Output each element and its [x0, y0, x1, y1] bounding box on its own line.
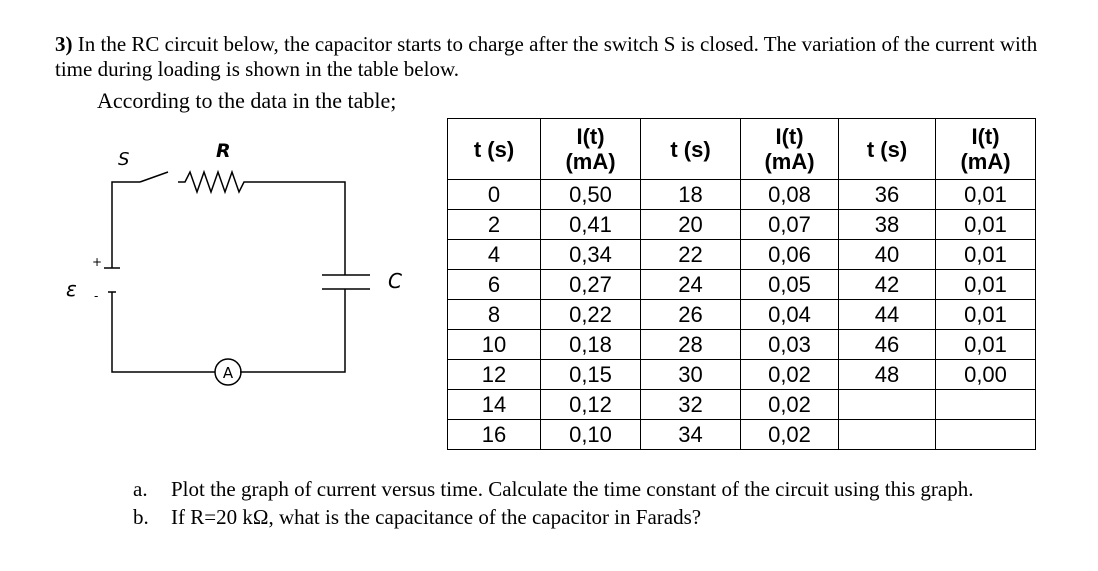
header-line: (mA): [764, 149, 815, 174]
table-cell: 0,02: [740, 419, 839, 450]
ammeter-label: A: [223, 364, 234, 382]
table-cell: 0,05: [740, 269, 839, 300]
task-text: If R=20 kΩ, what is the capacitance of t…: [171, 505, 702, 529]
empty-cell: [838, 419, 936, 450]
minus-label: -: [94, 289, 98, 303]
question-number: 3): [55, 32, 73, 56]
table-cell: 30: [640, 359, 741, 390]
header-line: I(t): [775, 124, 804, 149]
table-cell: 48: [838, 359, 936, 390]
table-cell: 12: [447, 359, 541, 390]
table-row: 0 0,50 18 0,08 36 0,01: [447, 179, 1036, 210]
table-cell: 0,41: [540, 209, 641, 240]
table-cell: 28: [640, 329, 741, 360]
table-cell: 20: [640, 209, 741, 240]
table-cell: 2: [447, 209, 541, 240]
empty-cell: [935, 419, 1036, 450]
table-cell: 8: [447, 299, 541, 330]
circuit: S R C ε + - A: [66, 140, 402, 386]
table-row: 8 0,22 26 0,04 44 0,01: [447, 299, 1036, 330]
table-cell: 0,06: [740, 239, 839, 270]
header-line: I(t): [576, 124, 605, 149]
header-line: (mA): [960, 149, 1011, 174]
header-cell: t (s): [640, 118, 741, 180]
table-row: 12 0,15 30 0,02 48 0,00: [447, 359, 1036, 390]
header-cell: I(t) (mA): [740, 118, 839, 180]
table-cell: 32: [640, 389, 741, 420]
capacitor-label: C: [388, 269, 402, 293]
intro: According to the data in the table;: [97, 88, 397, 113]
table-cell: 0,12: [540, 389, 641, 420]
task-label: b.: [133, 505, 149, 529]
table-cell: 0,01: [935, 299, 1036, 330]
table-cell: 24: [640, 269, 741, 300]
task-text: Plot the graph of current versus time. C…: [171, 477, 974, 501]
table-cell: 36: [838, 179, 936, 210]
switch-label: S: [118, 149, 129, 170]
header-line: (mA): [565, 149, 616, 174]
table-row: 6 0,27 24 0,05 42 0,01: [447, 269, 1036, 300]
header-cell: t (s): [838, 118, 936, 180]
table-cell: 0,08: [740, 179, 839, 210]
table-cell: 16: [447, 419, 541, 450]
table-cell: 0,03: [740, 329, 839, 360]
table-cell: 22: [640, 239, 741, 270]
question: 3) In the RC circuit below, the capacito…: [55, 32, 1045, 82]
table-cell: 44: [838, 299, 936, 330]
task: b. If R=20 kΩ, what is the capacitance of…: [133, 505, 1043, 530]
table-cell: 18: [640, 179, 741, 210]
table-cell: 0,34: [540, 239, 641, 270]
table-cell: 38: [838, 209, 936, 240]
table-row: 10 0,18 28 0,03 46 0,01: [447, 329, 1036, 360]
header-line: t (s): [670, 136, 711, 162]
table-cell: 0,50: [540, 179, 641, 210]
table-cell: 40: [838, 239, 936, 270]
table-cell: 0,10: [540, 419, 641, 450]
header-line: t (s): [473, 136, 515, 162]
source-label: ε: [66, 277, 77, 301]
question-text: In the RC circuit below, the capacitor s…: [55, 32, 1038, 81]
table-row: 4 0,34 22 0,06 40 0,01: [447, 239, 1036, 270]
table-cell: 0,04: [740, 299, 839, 330]
table-cell: 42: [838, 269, 936, 300]
empty-cell: [838, 389, 936, 420]
header-cell: t (s): [447, 118, 541, 180]
table-cell: 0,07: [740, 209, 839, 240]
table-row: 2 0,41 20 0,07 38 0,01: [447, 209, 1036, 240]
table-cell: 46: [838, 329, 936, 360]
table-cell: 0,02: [740, 389, 839, 420]
header-cell: I(t) (mA): [935, 118, 1036, 180]
plus-label: +: [92, 255, 102, 269]
tasks: a. Plot the graph of current versus time.…: [133, 477, 1043, 533]
table-cell: 0,02: [740, 359, 839, 390]
table-cell: 0,01: [935, 329, 1036, 360]
table-cell: 0,22: [540, 299, 641, 330]
header-line: t (s): [866, 136, 908, 162]
table-cell: 0,27: [540, 269, 641, 300]
resistor-label: R: [216, 140, 231, 162]
header-cell: I(t) (mA): [540, 118, 641, 180]
task: a. Plot the graph of current versus time.…: [133, 477, 1043, 502]
table-row: 14 0,12 32 0,02: [447, 389, 1036, 420]
table-row: 16 0,10 34 0,02: [447, 419, 1036, 450]
table-cell: 0,15: [540, 359, 641, 390]
table-cell: 10: [447, 329, 541, 360]
table-cell: 26: [640, 299, 741, 330]
table-cell: 0,01: [935, 179, 1036, 210]
table-cell: 34: [640, 419, 741, 450]
table-cell: 0,00: [935, 359, 1036, 390]
table-cell: 0,01: [935, 239, 1036, 270]
header-line: I(t): [971, 124, 1000, 149]
data-table: t (s) I(t) (mA) t (s) I(t) (mA) t (s) I(t) (mA) …: [447, 118, 1036, 450]
table-cell: 6: [447, 269, 541, 300]
table-cell: 0,18: [540, 329, 641, 360]
table-cell: 4: [447, 239, 541, 270]
table-cell: 14: [447, 389, 541, 420]
task-label: a.: [133, 477, 148, 501]
empty-cell: [935, 389, 1036, 420]
table-cell: 0: [447, 179, 541, 210]
table-cell: 0,01: [935, 209, 1036, 240]
table-cell: 0,01: [935, 269, 1036, 300]
